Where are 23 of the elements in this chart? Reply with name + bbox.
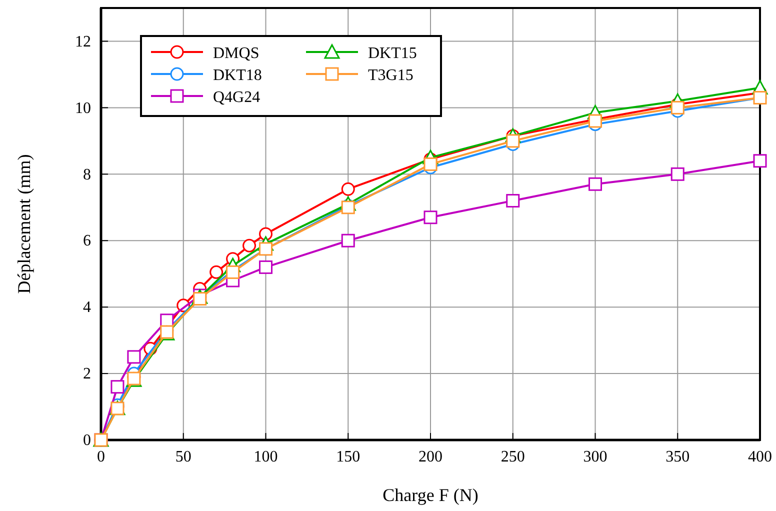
y-tick-label: 6: [83, 232, 91, 250]
x-axis-title: Charge F (N): [382, 485, 478, 505]
x-tick-label: 0: [97, 448, 105, 466]
x-tick-label: 50: [175, 448, 192, 466]
x-tick-label: 350: [666, 448, 690, 466]
y-tick-label: 4: [83, 299, 91, 316]
x-tick-label: 150: [336, 448, 360, 466]
y-axis-title: Déplacement (mm): [14, 154, 34, 294]
legend-label: T3G15: [368, 67, 414, 84]
legend-label: DKT15: [368, 45, 417, 62]
y-tick-label: 12: [75, 33, 91, 50]
legend-label: DKT18: [213, 67, 262, 84]
x-tick-label: 100: [254, 448, 278, 466]
x-tick-label: 200: [418, 448, 442, 466]
legend-label: Q4G24: [213, 89, 260, 106]
y-tick-label: 10: [75, 100, 91, 117]
x-tick-label: 400: [748, 448, 772, 466]
y-tick-label: 2: [83, 366, 91, 383]
x-tick-label: 250: [500, 448, 525, 466]
y-tick-label: 8: [83, 166, 91, 184]
x-tick-label: 300: [583, 448, 608, 466]
legend-label: DMQS: [213, 45, 260, 62]
y-tick-label: 0: [83, 432, 91, 450]
